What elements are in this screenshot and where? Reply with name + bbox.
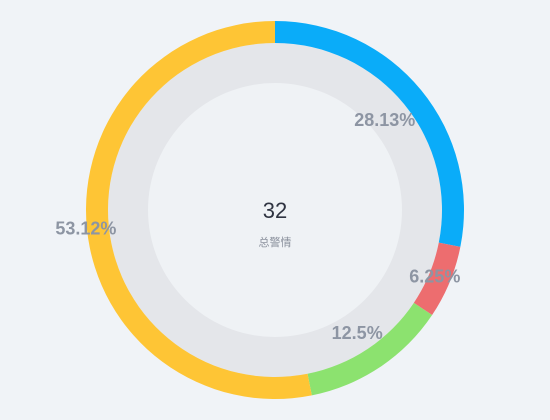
donut-slice-1[interactable]: [275, 21, 465, 247]
center-caption: 总警情: [259, 235, 292, 249]
donut-slice-2[interactable]: [413, 242, 461, 316]
slice-label-4: 53.12%: [55, 219, 116, 239]
slice-layer: [85, 20, 465, 400]
slice-label-2: 6.25%: [409, 266, 460, 286]
donut-slice-3[interactable]: [307, 302, 433, 396]
donut-inner-hole: [148, 83, 402, 337]
slice-label-1: 28.13%: [354, 110, 415, 130]
slice-label-3: 12.5%: [332, 323, 383, 343]
center-value: 32: [263, 198, 287, 223]
label-layer: 28.13% 6.25% 12.5% 53.12%: [55, 110, 460, 343]
